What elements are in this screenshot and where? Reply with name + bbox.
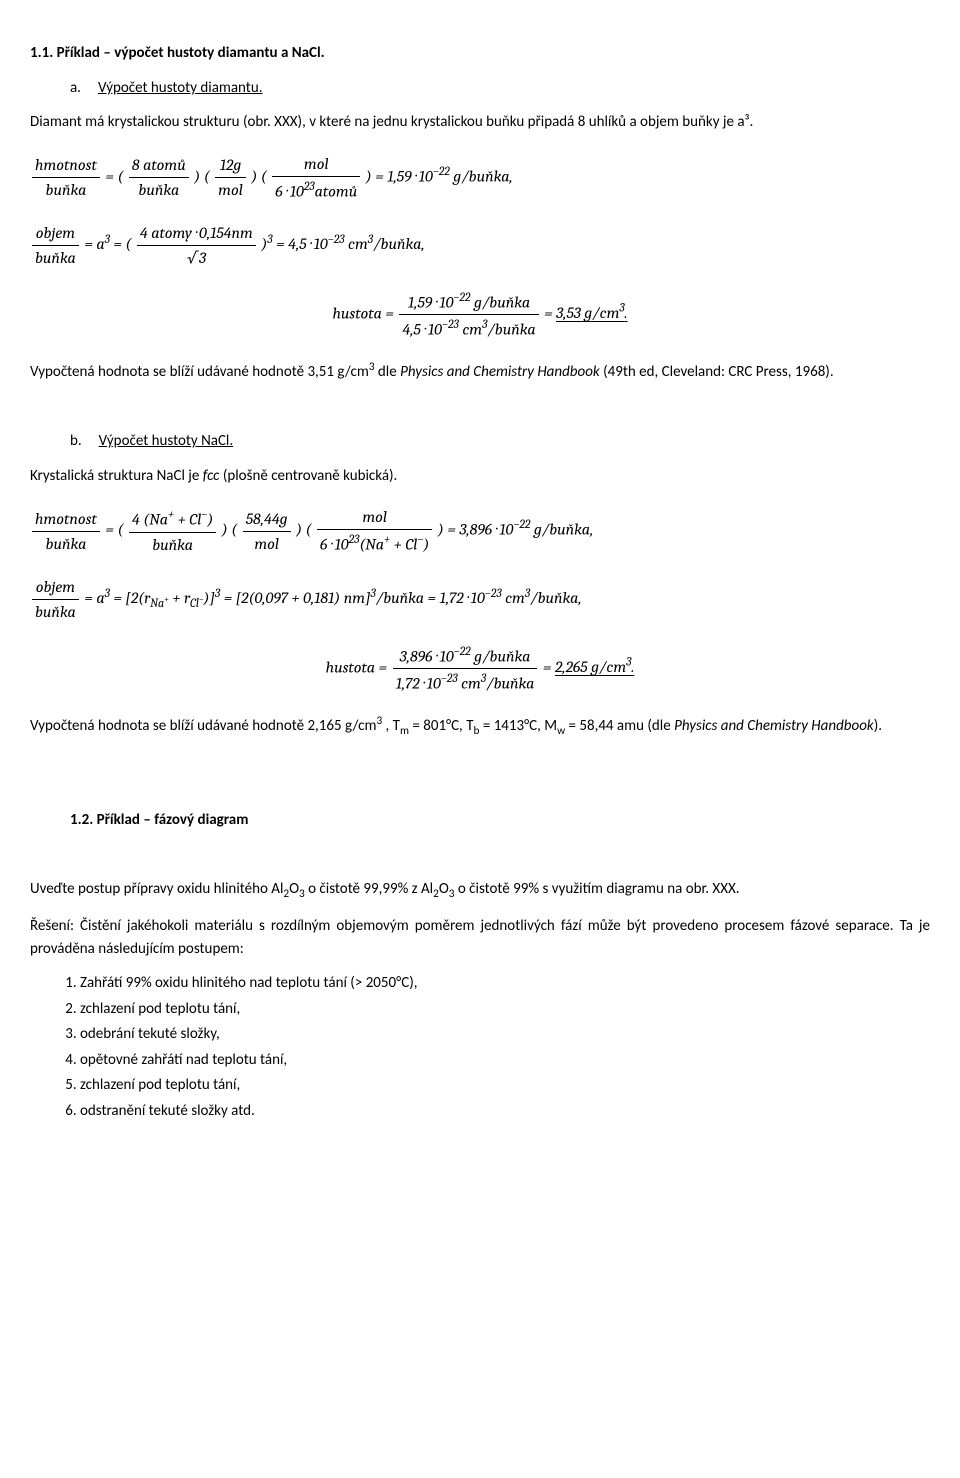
list-item: zchlazení pod teplotu tání, [80, 1074, 930, 1097]
para-a2: Vypočtená hodnota se blíží udávané hodno… [30, 359, 930, 384]
subsection-b-letter: b. [70, 432, 82, 450]
subsection-a: a. Výpočet hustoty diamantu. [70, 77, 930, 100]
para-a1: Diamant má krystalickou strukturu (obr. … [30, 111, 930, 134]
subsection-a-title: Výpočet hustoty diamantu. [98, 79, 263, 97]
list-item: opětovné zahřátí nad teplotu tání, [80, 1049, 930, 1072]
list-item: odebrání tekuté složky, [80, 1023, 930, 1046]
equation-b3: hustota = 3,896 · 10−22 g/buňka1,72 · 10… [30, 642, 930, 696]
subsection-a-letter: a. [70, 79, 81, 97]
para-b2: Vypočtená hodnota se blíží udávané hodno… [30, 713, 930, 740]
para-12-2: Řešení: Čistění jakéhokoli materiálu s r… [30, 915, 930, 960]
equation-a2: objembuňka = a3 = ( 4 atomy · 0,154nm√3 … [30, 221, 930, 270]
para-b1: Krystalická struktura NaCl je fcc (plošn… [30, 465, 930, 488]
para-12-1: Uveďte postup přípravy oxidu hlinitého A… [30, 878, 930, 903]
equation-b1: hmotnostbuňka = ( 4 (Na+ + Cl−)buňka ) (… [30, 505, 930, 556]
list-item: odstranění tekuté složky atd. [80, 1100, 930, 1123]
list-item: zchlazení pod teplotu tání, [80, 998, 930, 1021]
section-1-1-title: 1.1. Příklad – výpočet hustoty diamantu … [30, 42, 930, 65]
equation-a1: hmotnostbuňka = ( 8 atomůbuňka ) ( 12gmo… [30, 152, 930, 203]
subsection-b: b. Výpočet hustoty NaCl. [70, 430, 930, 453]
equation-b2: objembuňka = a3 = [2(rNa+ + rCl−)]3 = [2… [30, 575, 930, 624]
steps-list: Zahřátí 99% oxidu hlinitého nad teplotu … [60, 972, 930, 1122]
subsection-b-title: Výpočet hustoty NaCl. [99, 432, 234, 450]
list-item: Zahřátí 99% oxidu hlinitého nad teplotu … [80, 972, 930, 995]
section-1-2-title: 1.2. Příklad – fázový diagram [70, 809, 930, 832]
equation-a3: hustota = 1,59 · 10−22 g/buňka4,5 · 10−2… [30, 288, 930, 342]
